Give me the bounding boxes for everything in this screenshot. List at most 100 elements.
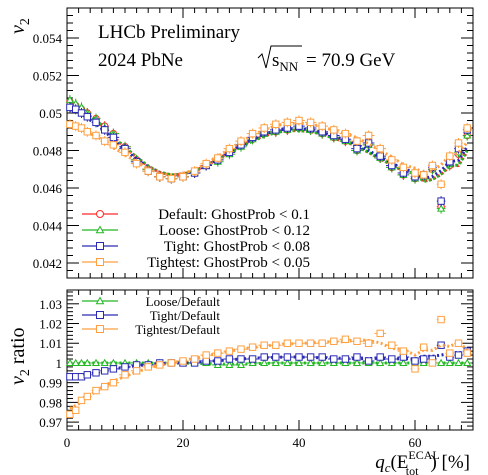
marker-square bbox=[353, 337, 361, 345]
marker-square bbox=[399, 163, 408, 172]
marker-square bbox=[376, 353, 384, 361]
data-point bbox=[351, 353, 363, 361]
data-point bbox=[107, 365, 120, 373]
legend-entry: Loose/Default bbox=[82, 294, 220, 309]
data-point bbox=[436, 179, 446, 190]
data-point bbox=[304, 117, 317, 128]
data-point bbox=[65, 358, 74, 367]
marker-square bbox=[225, 144, 234, 153]
marker-square bbox=[214, 357, 222, 365]
data-point bbox=[77, 396, 86, 405]
marker-square bbox=[420, 343, 428, 351]
data-point bbox=[428, 359, 437, 367]
data-point bbox=[100, 136, 110, 147]
marker-triangle bbox=[65, 358, 74, 367]
marker-square bbox=[121, 363, 129, 371]
data-point bbox=[339, 355, 352, 363]
data-point bbox=[374, 353, 386, 361]
xlabel: qc(EECAL tot) [%] bbox=[375, 448, 470, 475]
marker-square bbox=[101, 126, 109, 134]
chart-title-dataset: 2024 PbNe bbox=[98, 50, 183, 71]
marker-square bbox=[156, 361, 164, 369]
data-point bbox=[454, 138, 463, 148]
bottom-ytick-label: 1 bbox=[56, 356, 63, 371]
data-point bbox=[428, 160, 437, 171]
marker-square bbox=[109, 365, 118, 373]
marker-square bbox=[260, 353, 268, 361]
marker-square bbox=[364, 339, 373, 347]
marker-square bbox=[446, 349, 454, 357]
data-point bbox=[397, 358, 410, 367]
data-point bbox=[154, 171, 166, 182]
marker-square bbox=[248, 355, 257, 363]
marker-triangle bbox=[260, 358, 269, 367]
marker-square bbox=[463, 349, 471, 357]
data-point bbox=[258, 341, 270, 349]
marker-square bbox=[214, 349, 222, 357]
series-Tightest/Default bbox=[66, 315, 472, 418]
xtick-label: 60 bbox=[409, 435, 422, 450]
data-point bbox=[462, 349, 472, 357]
marker-square bbox=[411, 357, 419, 365]
data-point bbox=[235, 360, 247, 368]
data-point bbox=[270, 353, 282, 361]
marker-square bbox=[411, 365, 419, 373]
marker-square bbox=[283, 353, 292, 361]
legend-marker bbox=[96, 325, 104, 333]
data-point bbox=[72, 104, 80, 115]
top-ytick-label: 0.054 bbox=[33, 31, 63, 46]
series-Tight/Default bbox=[66, 341, 472, 381]
legend-entry: Tight: GhostProb < 0.08 bbox=[82, 239, 310, 255]
data-point bbox=[386, 154, 398, 165]
marker-square bbox=[179, 173, 187, 181]
top-ytick-label: 0.048 bbox=[33, 144, 62, 159]
data-point bbox=[304, 358, 317, 367]
data-point bbox=[374, 329, 386, 338]
marker-square bbox=[83, 392, 91, 401]
marker-square bbox=[295, 339, 303, 347]
bottom-panel-series bbox=[65, 315, 472, 418]
marker-square bbox=[72, 105, 80, 113]
marker-square bbox=[420, 171, 428, 179]
marker-square bbox=[156, 173, 164, 181]
top-ytick-label: 0.044 bbox=[33, 219, 63, 234]
marker-square bbox=[330, 355, 338, 363]
data-point bbox=[374, 143, 386, 154]
data-point bbox=[200, 351, 212, 359]
data-point bbox=[107, 378, 120, 387]
data-point bbox=[82, 371, 92, 379]
data-point bbox=[119, 363, 131, 371]
data-point bbox=[200, 158, 212, 169]
marker-square bbox=[295, 353, 303, 361]
top-ytick-label: 0.046 bbox=[33, 181, 63, 196]
marker-square bbox=[454, 339, 463, 347]
marker-triangle bbox=[437, 204, 446, 212]
marker-triangle bbox=[445, 358, 454, 367]
marker-triangle bbox=[306, 358, 315, 367]
marker-square bbox=[318, 353, 326, 361]
trend-line bbox=[69, 102, 469, 184]
bottom-legend: Loose/DefaultTight/DefaultTightest/Defau… bbox=[82, 294, 220, 337]
marker-square bbox=[248, 129, 257, 138]
legend-marker bbox=[95, 225, 105, 234]
marker-square bbox=[132, 159, 141, 168]
marker-square bbox=[376, 144, 384, 153]
data-point bbox=[351, 337, 363, 345]
data-point bbox=[82, 111, 92, 122]
data-point bbox=[328, 337, 340, 345]
data-point bbox=[100, 124, 110, 135]
marker-square bbox=[92, 118, 100, 127]
marker-square bbox=[388, 355, 396, 363]
legend-entry: Default: GhostProb < 0.1 bbox=[82, 207, 310, 223]
data-point bbox=[100, 367, 110, 375]
legend-label: Loose: GhostProb < 0.12 bbox=[159, 223, 310, 239]
marker-square bbox=[72, 406, 80, 414]
marker-square bbox=[341, 355, 350, 363]
marker-square bbox=[144, 167, 152, 175]
marker-square bbox=[272, 120, 280, 128]
energy-prefix: s bbox=[272, 50, 279, 71]
data-point bbox=[223, 347, 236, 355]
top-ytick-label: 0.042 bbox=[33, 256, 62, 271]
marker-square bbox=[179, 357, 187, 365]
data-point bbox=[77, 123, 86, 133]
